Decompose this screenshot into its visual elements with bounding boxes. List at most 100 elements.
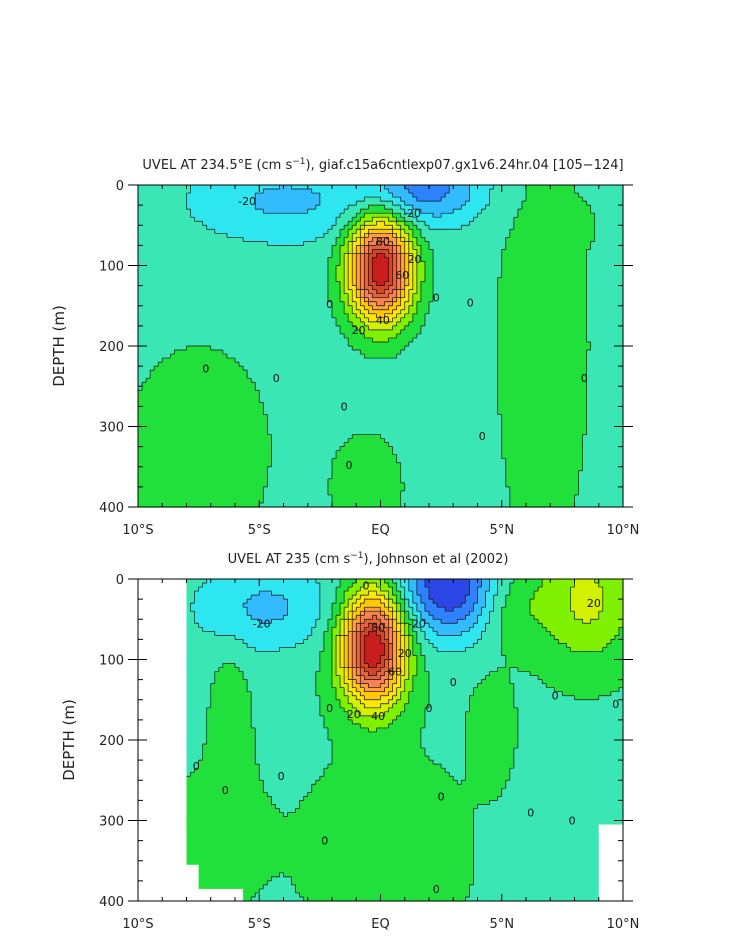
velocity-cell: [368, 241, 378, 246]
velocity-cell: [138, 257, 329, 263]
velocity-cell: [348, 683, 353, 689]
velocity-cell: [368, 245, 394, 251]
velocity-cell: [360, 237, 365, 242]
velocity-cell: [255, 647, 281, 653]
velocity-cell: [420, 249, 434, 255]
velocity-cell: [416, 309, 430, 315]
velocity-cell: [368, 233, 394, 238]
velocity-cell: [505, 780, 624, 785]
obs-panel-title: UVEL AT 235 (cm s−1), Johnson et al (200…: [228, 551, 509, 567]
velocity-cell: [497, 394, 588, 399]
velocity-cell: [586, 329, 624, 335]
velocity-cell: [416, 667, 426, 673]
velocity-cell: [473, 820, 624, 826]
velocity-cell: [392, 309, 402, 315]
velocity-cell: [497, 366, 588, 371]
velocity-cell: [327, 289, 341, 295]
velocity-cell: [396, 265, 402, 271]
velocity-cell: [420, 735, 466, 741]
velocity-cell: [364, 225, 394, 230]
velocity-cell: [138, 647, 188, 653]
velocity-cell: [344, 225, 353, 230]
velocity-cell: [429, 611, 471, 616]
velocity-cell: [138, 635, 188, 640]
velocity-cell: [138, 784, 188, 789]
velocity-cell: [186, 647, 256, 653]
velocity-cell: [138, 434, 272, 440]
velocity-cell: [420, 285, 434, 291]
velocity-cell: [598, 615, 624, 620]
contour-label: -20: [238, 195, 256, 208]
velocity-cell: [420, 245, 430, 251]
velocity-cell: [364, 675, 382, 681]
velocity-cell: [214, 631, 313, 636]
velocity-cell: [332, 462, 402, 468]
velocity-cell: [267, 430, 503, 436]
velocity-cell: [598, 832, 624, 838]
velocity-cell: [400, 474, 507, 480]
velocity-cell: [408, 305, 418, 311]
velocity-cell: [352, 643, 357, 649]
velocity-cell: [360, 651, 365, 657]
velocity-cell: [340, 699, 349, 705]
contour-label: 0: [202, 363, 209, 376]
velocity-cell: [408, 293, 414, 299]
velocity-cell: [404, 679, 414, 685]
velocity-cell: [412, 281, 418, 287]
velocity-cell: [364, 627, 382, 632]
velocity-cell: [513, 699, 624, 705]
velocity-cell: [356, 269, 361, 275]
velocity-cell: [340, 683, 349, 689]
velocity-cell: [138, 587, 188, 592]
velocity-cell: [186, 655, 321, 661]
velocity-cell: [186, 346, 212, 351]
velocity-cell: [396, 611, 402, 616]
velocity-cell: [416, 607, 426, 612]
velocity-cell: [344, 261, 349, 267]
velocity-cell: [513, 756, 624, 761]
velocity-cell: [360, 261, 365, 267]
velocity-cell: [356, 213, 365, 218]
velocity-cell: [319, 197, 365, 202]
velocity-cell: [138, 285, 329, 291]
velocity-cell: [384, 651, 390, 657]
velocity-cell: [429, 301, 499, 307]
velocity-cell: [336, 237, 345, 242]
velocity-cell: [138, 346, 188, 351]
velocity-cell: [348, 635, 353, 640]
velocity-cell: [315, 679, 333, 685]
velocity-cell: [186, 611, 196, 616]
velocity-cell: [412, 651, 422, 657]
velocity-cell: [497, 301, 588, 307]
velocity-cell: [364, 293, 374, 299]
velocity-cell: [267, 466, 333, 472]
velocity-cell: [380, 587, 394, 592]
velocity-cell: [202, 756, 256, 761]
velocity-cell: [210, 346, 353, 351]
velocity-cell: [360, 635, 365, 640]
velocity-cell: [473, 687, 515, 693]
velocity-cell: [206, 711, 252, 717]
velocity-cell: [461, 225, 515, 230]
velocity-cell: [352, 667, 357, 673]
velocity-cell: [501, 651, 624, 657]
velocity-cell: [501, 450, 584, 456]
velocity-cell: [352, 289, 357, 295]
velocity-cell: [392, 229, 402, 234]
velocity-cell: [267, 474, 333, 480]
velocity-cell: [360, 277, 365, 283]
velocity-cell: [356, 301, 361, 307]
velocity-cell: [582, 458, 624, 464]
velocity-cell: [513, 687, 555, 693]
velocity-cell: [501, 607, 531, 612]
velocity-cell: [457, 619, 479, 624]
velocity-cell: [433, 293, 499, 299]
velocity-cell: [586, 337, 624, 343]
velocity-cell: [319, 776, 454, 781]
velocity-cell: [481, 607, 495, 612]
velocity-cell: [186, 699, 212, 705]
velocity-cell: [396, 715, 426, 721]
velocity-cell: [186, 675, 216, 681]
velocity-cell: [586, 382, 624, 387]
velocity-cell: [356, 707, 390, 713]
